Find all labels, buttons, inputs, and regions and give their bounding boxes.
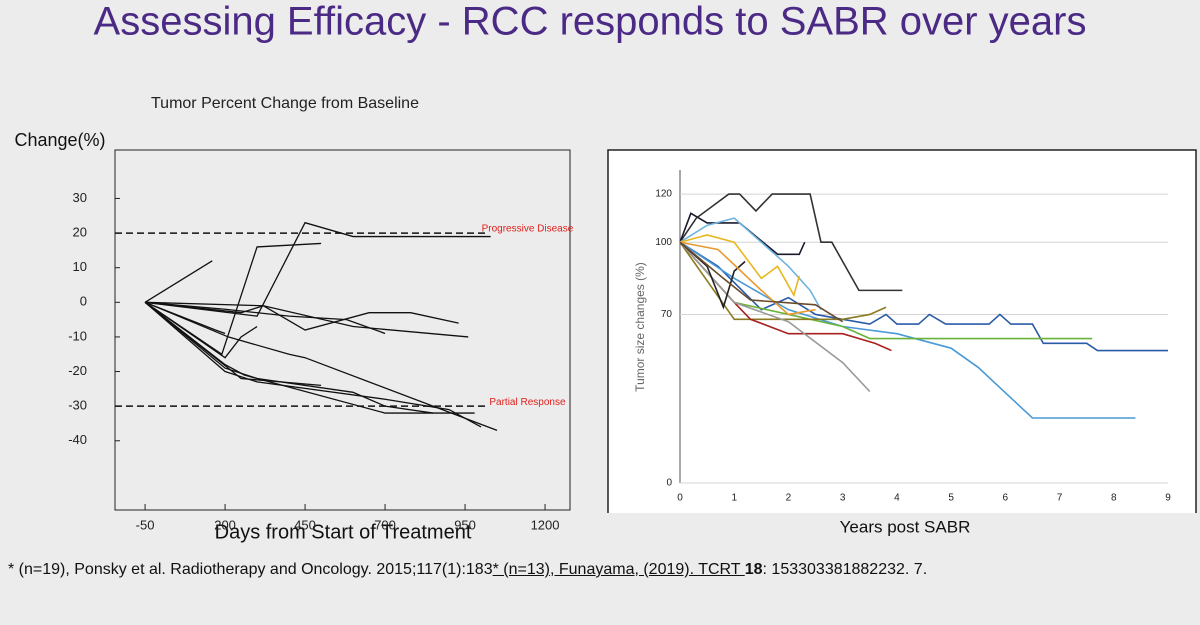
series-line <box>679 241 844 323</box>
y-tick-label: -30 <box>68 398 87 413</box>
series-line <box>145 301 386 335</box>
x-tick-label: 700 <box>374 517 396 532</box>
series-line <box>144 221 491 317</box>
series-line <box>144 301 475 414</box>
y-tick-label: -20 <box>68 363 87 378</box>
y-tick-label: 20 <box>73 225 87 240</box>
series-line <box>679 241 887 321</box>
series-line <box>145 301 469 338</box>
footnote: * (n=19), Ponsky et al. Radiotherapy and… <box>8 560 1193 580</box>
footnote-text: * (n=13), Funayama, (2019). TCRT <box>492 561 745 578</box>
slide-title: Assessing Efficacy - RCC responds to SAB… <box>94 0 1087 44</box>
frame-cut <box>0 513 1200 625</box>
footnote-bold: 18 <box>744 561 763 578</box>
y-tick-label: -10 <box>68 328 87 343</box>
chart-frame <box>607 149 1197 571</box>
y-tick-label: 100 <box>655 237 672 248</box>
series-line <box>144 301 498 431</box>
reference-label: Partial Response <box>489 397 566 408</box>
footnote-text: : 153303381882232. 7. <box>762 561 928 578</box>
x-tick-label: 950 <box>454 517 476 532</box>
series-line <box>144 301 434 414</box>
plot-frame <box>114 149 571 511</box>
x-tick-label: 7 <box>1057 493 1063 504</box>
series-line <box>144 301 482 428</box>
x-tick-label: -50 <box>136 517 155 532</box>
series-line <box>679 241 871 393</box>
y-tick-label: -40 <box>68 432 87 447</box>
series-line <box>144 260 213 303</box>
x-tick-label: 8 <box>1111 493 1117 504</box>
x-tick-label: 6 <box>1003 493 1009 504</box>
series-line <box>679 193 903 292</box>
footnote-text: * (n=19), Ponsky et al. Radiotherapy and… <box>8 561 493 578</box>
series-line <box>679 241 816 316</box>
series-line <box>144 301 322 387</box>
y-axis-label: Change(%) <box>14 130 105 150</box>
x-tick-label: 450 <box>294 517 316 532</box>
x-tick-label: 200 <box>214 517 236 532</box>
y-tick-label: 70 <box>661 309 673 320</box>
x-tick-label: 9 <box>1165 493 1171 504</box>
x-tick-label: 1 <box>731 493 737 504</box>
y-tick-label: 10 <box>73 259 87 274</box>
chart-title: Tumor Percent Change from Baseline <box>151 95 419 112</box>
series-line <box>679 241 1168 352</box>
x-tick-label: 4 <box>894 493 900 504</box>
x-tick-label: 2 <box>786 493 792 504</box>
reference-label: Progressive Disease <box>482 224 574 235</box>
x-tick-label: 3 <box>840 493 846 504</box>
series-line <box>679 217 822 311</box>
y-tick-label: 30 <box>73 190 87 205</box>
x-tick-label: 5 <box>948 493 954 504</box>
y-tick-label: 120 <box>655 189 672 200</box>
x-tick-label: 1200 <box>531 517 560 532</box>
series-line <box>144 301 258 359</box>
series-line <box>679 234 801 298</box>
y-tick-label: 0 <box>80 294 87 309</box>
x-tick-label: 0 <box>677 493 683 504</box>
y-axis-label: Tumor size changes (%) <box>633 262 647 392</box>
series-line <box>145 301 459 331</box>
x-axis-label: Days from Start of Treatment <box>215 521 472 543</box>
x-axis-label: Years post SABR <box>840 517 971 536</box>
series-line <box>679 241 1136 419</box>
y-tick-label: 0 <box>666 478 672 489</box>
